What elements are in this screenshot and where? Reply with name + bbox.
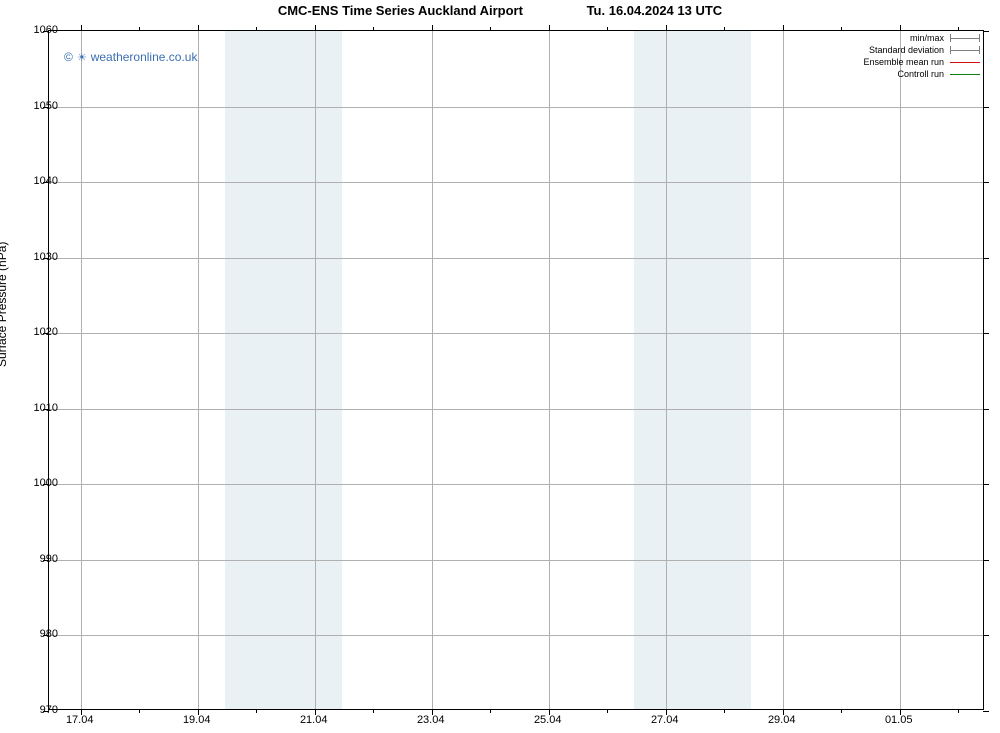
x-tick-label: 27.04 (651, 714, 679, 726)
x-tick-label: 25.04 (534, 714, 562, 726)
gridline-vertical (549, 31, 550, 709)
y-tick-right (983, 182, 989, 183)
gridline-vertical (432, 31, 433, 709)
x-minor-tick (490, 709, 491, 713)
x-tick-top (783, 25, 784, 31)
x-tick-top (549, 25, 550, 31)
x-minor-tick (958, 709, 959, 713)
x-minor-tick-top (490, 27, 491, 31)
x-minor-tick (841, 709, 842, 713)
y-tick-right (983, 258, 989, 259)
shaded-band (225, 31, 284, 709)
x-minor-tick (724, 709, 725, 713)
y-tick-label: 1010 (34, 402, 58, 414)
x-tick-top (315, 25, 316, 31)
x-tick-label: 19.04 (183, 714, 211, 726)
y-tick-label: 1040 (34, 175, 58, 187)
gridline-horizontal (49, 182, 983, 183)
chart-title-left: CMC-ENS Time Series Auckland Airport (278, 3, 523, 18)
x-minor-tick (373, 709, 374, 713)
x-tick-top (198, 25, 199, 31)
gridline-horizontal (49, 560, 983, 561)
legend-item: min/max (863, 32, 980, 44)
y-tick-right (983, 333, 989, 334)
x-tick-top (666, 25, 667, 31)
gridline-vertical (198, 31, 199, 709)
gridline-vertical (666, 31, 667, 709)
y-tick-label: 1050 (34, 100, 58, 112)
x-minor-tick-top (139, 27, 140, 31)
y-tick-label: 1060 (34, 24, 58, 36)
x-tick-top (432, 25, 433, 31)
gridline-vertical (315, 31, 316, 709)
y-tick-label: 980 (40, 628, 58, 640)
x-tick-label: 21.04 (300, 714, 328, 726)
shaded-band (634, 31, 693, 709)
gridline-horizontal (49, 333, 983, 334)
x-tick-label: 29.04 (768, 714, 796, 726)
chart-title-right: Tu. 16.04.2024 13 UTC (587, 3, 723, 18)
y-tick-right (983, 484, 989, 485)
x-minor-tick-top (958, 27, 959, 31)
gridline-horizontal (49, 409, 983, 410)
x-minor-tick-top (724, 27, 725, 31)
y-tick-right (983, 409, 989, 410)
x-minor-tick (607, 709, 608, 713)
legend-sample (950, 45, 980, 55)
legend-item: Ensemble mean run (863, 56, 980, 68)
y-tick-label: 1020 (34, 326, 58, 338)
chart-title-row: CMC-ENS Time Series Auckland Airport Tu.… (0, 3, 1000, 18)
shaded-band (283, 31, 342, 709)
y-tick-right (983, 31, 989, 32)
x-minor-tick (139, 709, 140, 713)
gridline-vertical (900, 31, 901, 709)
y-tick-right (983, 560, 989, 561)
y-tick-right (983, 107, 989, 108)
plot-area (48, 30, 984, 710)
gridline-vertical (783, 31, 784, 709)
legend-label: Ensemble mean run (863, 57, 944, 67)
legend: min/max Standard deviation Ensemble mean r… (863, 32, 980, 80)
gridline-horizontal (49, 258, 983, 259)
legend-label: Standard deviation (869, 45, 944, 55)
x-tick-label: 01.05 (885, 714, 913, 726)
y-tick-label: 990 (40, 553, 58, 565)
legend-label: min/max (910, 33, 944, 43)
legend-sample (950, 33, 980, 43)
legend-sample (950, 57, 980, 67)
sun-icon: ☀ (77, 51, 87, 64)
watermark-text: weatheronline.co.uk (91, 50, 198, 64)
legend-item: Standard deviation (863, 44, 980, 56)
x-minor-tick-top (607, 27, 608, 31)
x-tick-label: 17.04 (66, 714, 94, 726)
x-minor-tick (256, 709, 257, 713)
y-tick-right (983, 635, 989, 636)
legend-item: Controll run (863, 68, 980, 80)
gridline-horizontal (49, 107, 983, 108)
legend-label: Controll run (897, 69, 944, 79)
x-minor-tick-top (373, 27, 374, 31)
shaded-band (693, 31, 752, 709)
legend-sample (950, 69, 980, 79)
y-tick-label: 1030 (34, 251, 58, 263)
x-tick-top (81, 25, 82, 31)
y-tick-label: 970 (40, 704, 58, 716)
y-axis-label: Surface Pressure (hPa) (0, 241, 9, 366)
copyright-symbol: © (64, 50, 73, 64)
gridline-vertical (81, 31, 82, 709)
x-minor-tick-top (841, 27, 842, 31)
gridline-horizontal (49, 635, 983, 636)
y-tick-right (983, 711, 989, 712)
x-tick-label: 23.04 (417, 714, 445, 726)
y-tick-label: 1000 (34, 477, 58, 489)
x-minor-tick-top (256, 27, 257, 31)
watermark: © ☀ weatheronline.co.uk (64, 50, 197, 64)
x-tick-top (900, 25, 901, 31)
chart-container: CMC-ENS Time Series Auckland Airport Tu.… (0, 0, 1000, 733)
gridline-horizontal (49, 484, 983, 485)
